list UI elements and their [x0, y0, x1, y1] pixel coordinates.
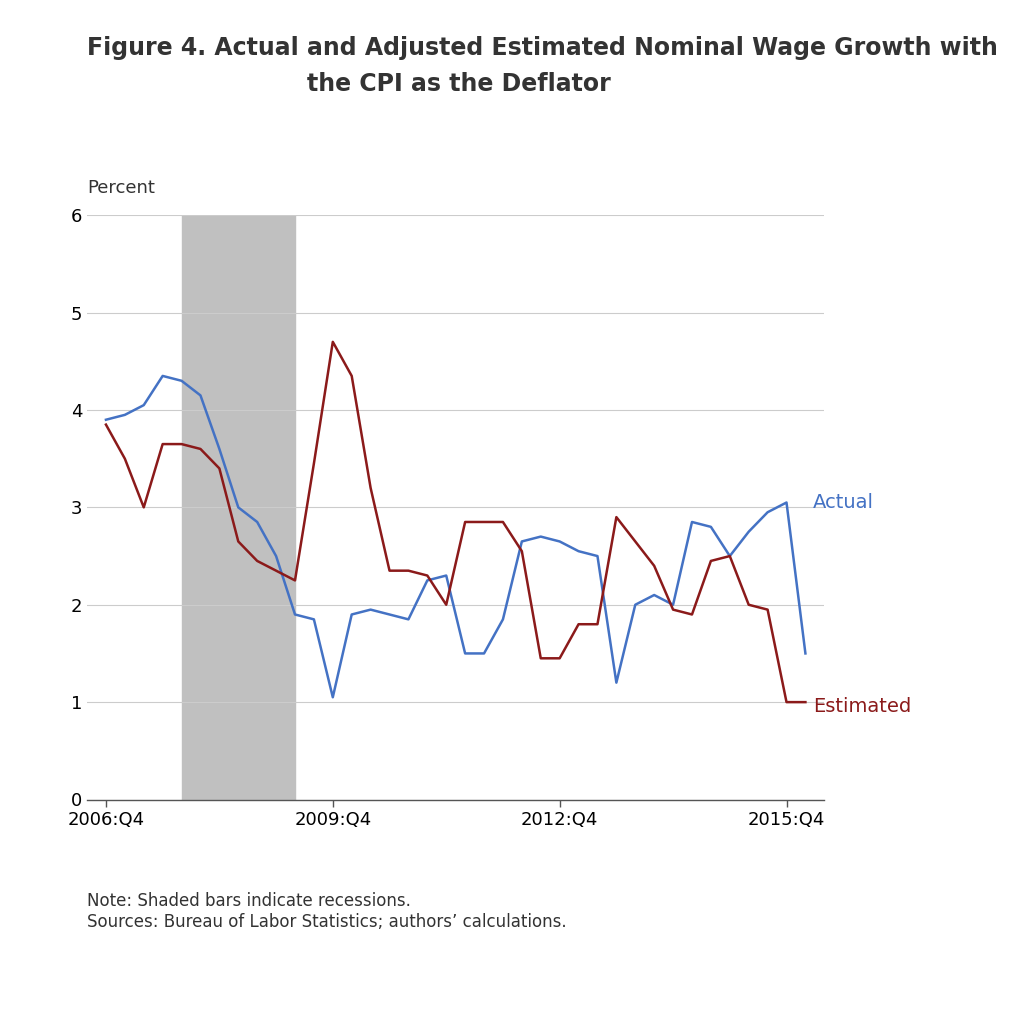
Text: Figure 4. Actual and Adjusted Estimated Nominal Wage Growth with: Figure 4. Actual and Adjusted Estimated …: [87, 36, 998, 59]
Text: Estimated: Estimated: [813, 697, 911, 716]
Text: Note: Shaded bars indicate recessions.
Sources: Bureau of Labor Statistics; auth: Note: Shaded bars indicate recessions. S…: [87, 892, 566, 931]
Bar: [181, 215, 295, 800]
Text: Actual: Actual: [813, 493, 873, 512]
Text: the CPI as the Deflator: the CPI as the Deflator: [307, 72, 611, 95]
Text: Percent: Percent: [87, 178, 155, 197]
